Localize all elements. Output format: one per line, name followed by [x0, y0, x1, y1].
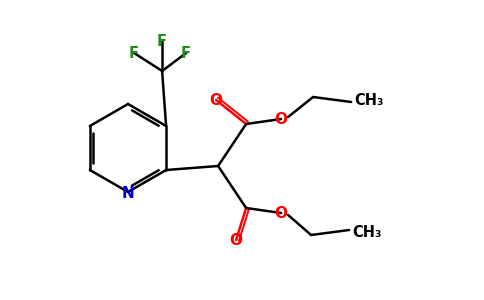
Text: O: O: [274, 112, 287, 127]
Text: F: F: [129, 46, 139, 61]
Text: N: N: [121, 185, 135, 200]
Text: CH₃: CH₃: [354, 92, 384, 107]
Text: O: O: [210, 92, 223, 107]
Text: CH₃: CH₃: [352, 224, 382, 239]
Text: F: F: [157, 34, 167, 49]
Text: O: O: [229, 232, 242, 247]
Text: F: F: [181, 46, 191, 61]
Text: O: O: [274, 206, 287, 220]
